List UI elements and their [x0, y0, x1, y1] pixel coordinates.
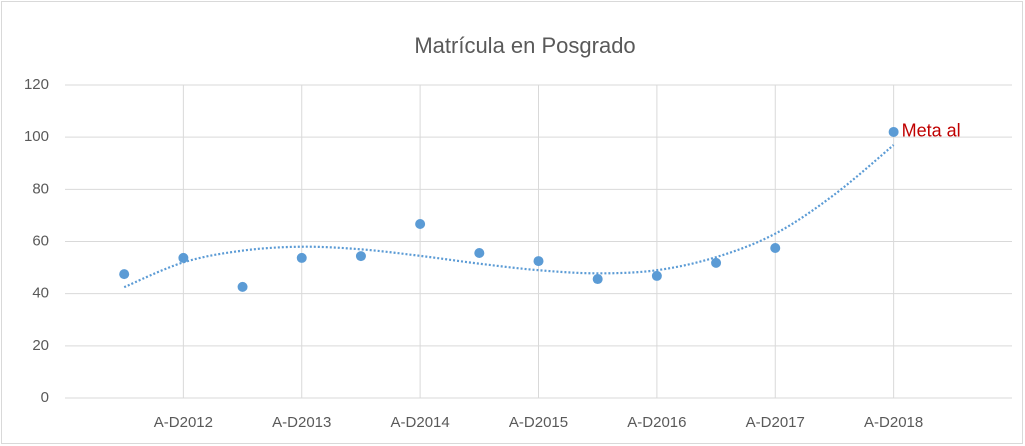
point [119, 269, 130, 280]
x-tick-label: A-D2017 [746, 414, 805, 431]
trendline [123, 144, 895, 289]
x-tick-label: A-D2012 [154, 414, 213, 431]
point [533, 256, 544, 267]
point [711, 257, 722, 268]
y-tick-label: 60 [32, 232, 49, 249]
point [888, 126, 899, 137]
x-tick-label: A-D2015 [509, 414, 568, 431]
y-tick-label: 0 [41, 389, 49, 406]
y-tick-label: 40 [32, 285, 49, 302]
chart-title: Matrícula en Posgrado [414, 33, 635, 58]
point [178, 252, 189, 263]
x-tick-label: A-D2014 [391, 414, 450, 431]
point [355, 251, 366, 262]
point [651, 270, 662, 281]
y-tick-label: 20 [32, 337, 49, 354]
point [415, 219, 426, 230]
annotation: Meta al [902, 121, 961, 141]
point [770, 243, 781, 254]
x-tick-label: A-D2016 [627, 414, 686, 431]
point [237, 281, 248, 292]
y-tick-label: 100 [24, 128, 49, 145]
y-tick-label: 80 [32, 180, 49, 197]
point [296, 252, 307, 263]
point [474, 247, 485, 258]
y-tick-label: 120 [24, 76, 49, 93]
point [592, 274, 603, 285]
x-tick-label: A-D2018 [864, 414, 923, 431]
x-tick-label: A-D2013 [272, 414, 331, 431]
